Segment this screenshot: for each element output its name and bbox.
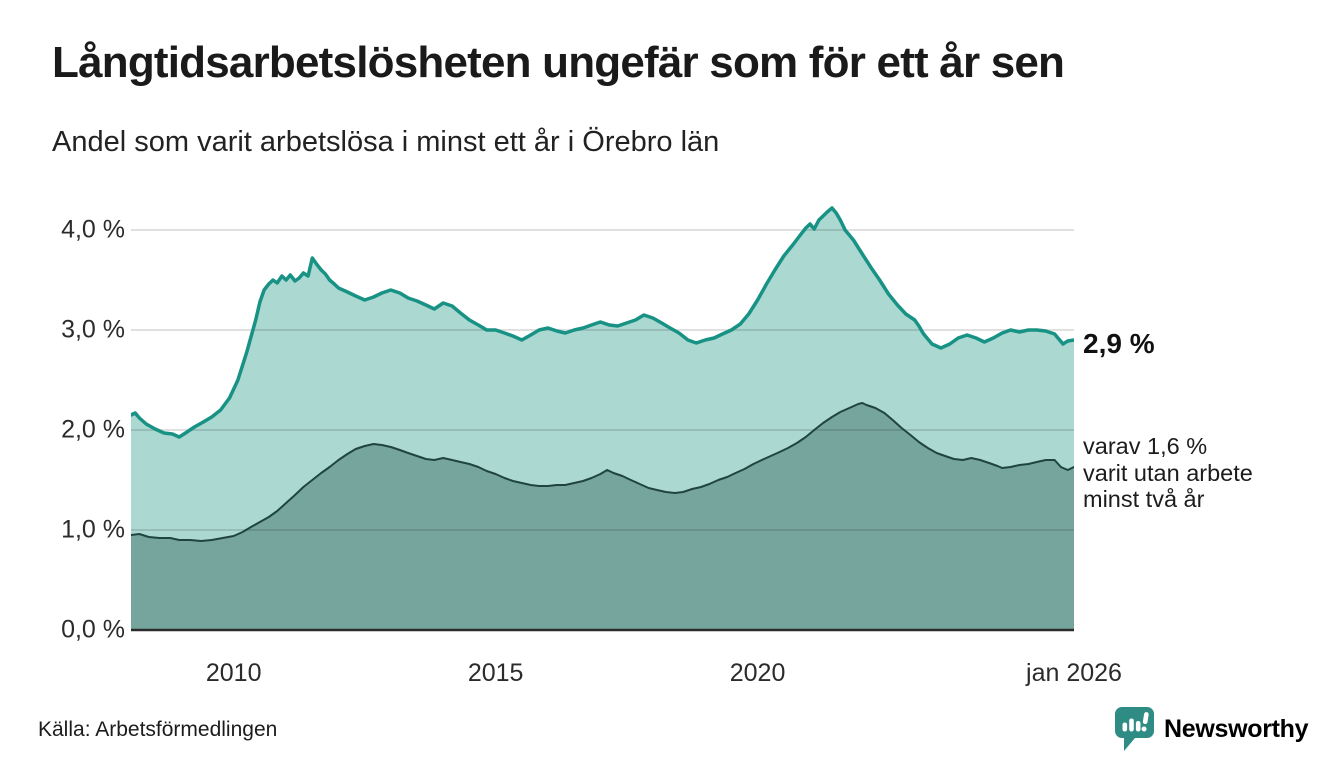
page-title: Långtidsarbetslösheten ungefär som för e… [52,38,1065,87]
source-note: Källa: Arbetsförmedlingen [38,718,278,741]
area-chart-svg [129,206,1076,632]
secondary-annotation-line: varav 1,6 % [1083,433,1208,459]
newsworthy-logo: Newsworthy [1114,706,1309,756]
y-axis-tick-label: 3,0 % [61,315,125,344]
secondary-annotation: varav 1,6 % varit utan arbete minst två … [1083,433,1253,513]
end-value-label: 2,9 % [1083,328,1155,359]
newsworthy-wordmark: Newsworthy [1164,715,1309,743]
y-axis-tick-label: 4,0 % [61,215,125,244]
chart-subtitle: Andel som varit arbetslösa i minst ett å… [52,126,720,158]
y-axis-tick-label: 2,0 % [61,415,125,444]
secondary-annotation-line: minst två år [1083,486,1205,512]
x-axis-tick-label: 2020 [729,659,786,687]
y-axis-tick-label: 1,0 % [61,515,125,544]
y-axis-tick-label: 0,0 % [61,615,125,644]
secondary-annotation-line: varit utan arbete [1083,459,1253,486]
x-axis-tick-label: jan 2026 [1026,659,1122,687]
x-axis-tick-label: 2015 [467,659,524,687]
x-axis-tick-label: 2010 [205,659,262,687]
area-chart [129,196,1076,632]
newsworthy-bubble-chart-icon [1115,707,1154,751]
